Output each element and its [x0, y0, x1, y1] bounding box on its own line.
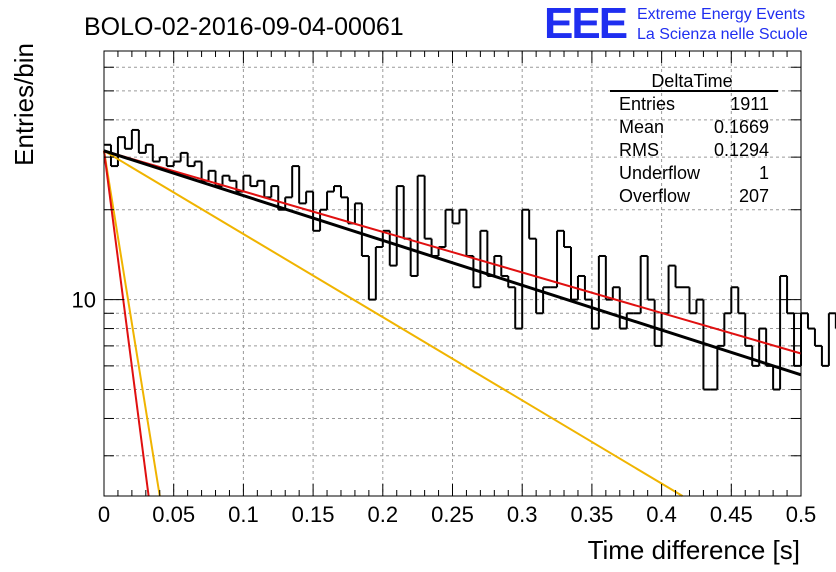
x-tick-label: 0.4 [646, 502, 677, 527]
x-tick-label: 0.1 [228, 502, 259, 527]
fit-line-component [103, 149, 802, 355]
stats-value: 0.1669 [714, 117, 769, 137]
run-title: BOLO-02-2016-09-04-00061 [84, 13, 404, 41]
y-axis-title: Entries/bin [9, 43, 39, 166]
grid-lines [104, 51, 801, 496]
x-tick-label: 0.25 [431, 502, 474, 527]
x-tick-label: 0.15 [292, 502, 335, 527]
axis-ticks: 0 0.05 0.1 0.15 0.2 0.25 0.3 0.35 0.4 0.45 0.5 10 [72, 51, 817, 527]
stats-label: Underflow [619, 163, 701, 183]
plot-area: 0 0.05 0.1 0.15 0.2 0.25 0.3 0.35 0.4 0.45 0.5 10 [72, 50, 836, 527]
eee-logo: EEE [544, 0, 627, 48]
logo-line-1: Extreme Energy Events [637, 6, 805, 23]
fit-line-component [103, 149, 684, 497]
y-tick-label: 10 [72, 288, 96, 313]
fit-line-component [103, 150, 161, 497]
x-tick-label: 0.45 [710, 502, 753, 527]
x-axis-title: Time difference [s] [588, 535, 800, 565]
fit-line-total [103, 149, 802, 377]
x-tick-label: 0 [98, 502, 110, 527]
x-tick-label: 0.3 [507, 502, 538, 527]
x-tick-label: 0.5 [786, 502, 817, 527]
stats-label: Entries [619, 94, 675, 114]
fit-curves [103, 149, 802, 497]
stats-label: Mean [619, 117, 664, 137]
stats-title: DeltaTime [651, 71, 732, 91]
x-tick-label: 0.05 [152, 502, 195, 527]
stats-value: 1911 [730, 94, 769, 114]
stats-value: 0.1294 [714, 140, 769, 160]
x-tick-label: 0.2 [368, 502, 399, 527]
logo-line-2: La Scienza nelle Scuole [637, 26, 808, 43]
stats-value: 207 [739, 186, 769, 206]
stats-box: DeltaTime Entries 1911 Mean 0.1669 RMS 0.1294… [610, 71, 778, 206]
x-tick-label: 0.35 [570, 502, 613, 527]
histogram [104, 128, 836, 391]
stats-value: 1 [759, 163, 769, 183]
stats-label: RMS [619, 140, 659, 160]
fit-line-component [103, 150, 150, 497]
stats-label: Overflow [619, 186, 691, 206]
